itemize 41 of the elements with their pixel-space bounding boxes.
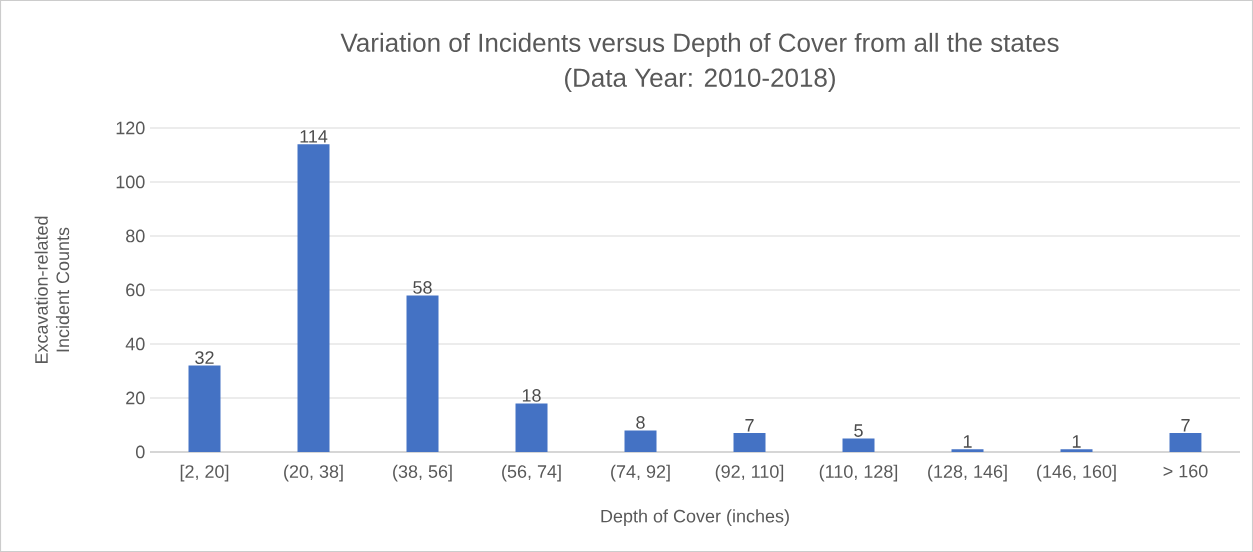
y-tick-label: 80 (126, 229, 145, 243)
bar (733, 433, 766, 452)
y-tick-label: 40 (125, 337, 145, 351)
x-tick-label: (92, 110] (715, 464, 784, 482)
y-axis-title: Excavation-related Incident Counts (34, 216, 70, 364)
chart-subtitle: (Data Year: 2010-2018) (565, 67, 835, 93)
x-tick-label: (20, 38] (284, 464, 343, 482)
x-tick-label: [2, 20] (180, 464, 229, 482)
x-tick-label: (128, 146] (928, 464, 1007, 482)
x-tick-label: (110, 128] (819, 464, 898, 482)
y-tick-label: 60 (126, 283, 145, 297)
y-tick-label: 20 (126, 391, 145, 405)
data-label: 5 (854, 424, 863, 437)
bar (188, 365, 221, 452)
data-label: 7 (1181, 419, 1190, 432)
y-tick-label: 0 (136, 445, 145, 459)
data-label: 8 (636, 416, 645, 429)
data-label: 32 (195, 351, 214, 364)
data-label: 1 (963, 435, 972, 448)
bar (297, 144, 330, 452)
chart-title: Variation of Incidents versus Depth of Cover from all the states (340, 32, 1059, 58)
x-tick-label: (56, 74] (502, 464, 561, 482)
data-label: 114 (300, 130, 328, 143)
data-label: 18 (522, 389, 541, 402)
x-tick-label: (146, 160] (1037, 464, 1116, 482)
x-axis-title: Depth of Cover (inches) (601, 509, 789, 527)
data-label: 7 (745, 419, 754, 432)
x-tick-label: (38, 56] (393, 464, 452, 482)
y-tick-label: 120 (116, 121, 145, 135)
bar (515, 403, 548, 452)
bar (1169, 433, 1202, 452)
bar (406, 295, 439, 452)
y-tick-label: 100 (116, 175, 145, 189)
x-tick-label: > 160 (1163, 464, 1208, 478)
bar (1060, 449, 1093, 452)
data-label: 1 (1072, 435, 1081, 448)
bar (842, 438, 875, 452)
bar (624, 430, 657, 452)
bar (951, 449, 984, 452)
data-label: 58 (413, 281, 432, 294)
x-tick-label: (74, 92] (611, 464, 670, 482)
